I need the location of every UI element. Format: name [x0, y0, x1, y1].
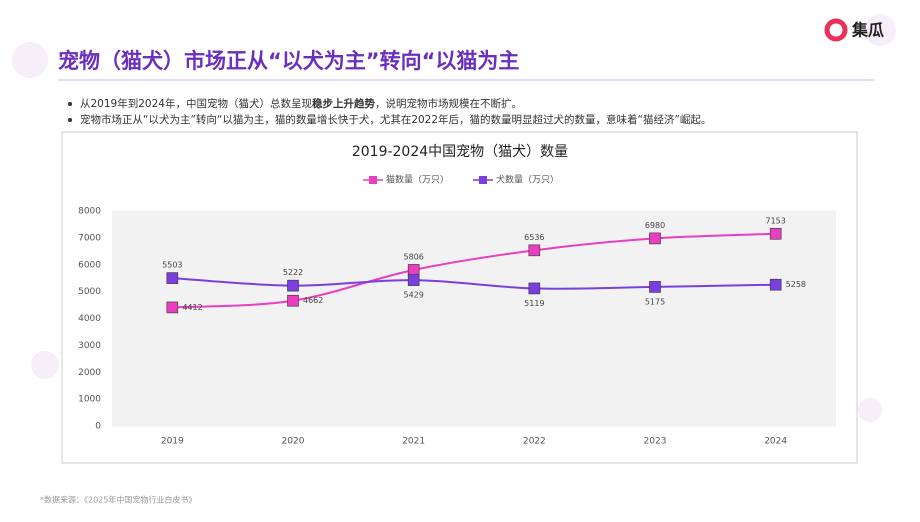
- bullet-dot: [68, 102, 72, 106]
- series-line: [172, 277, 776, 290]
- bullet-text: 从2019年到2024年，中国宠物（猫犬）总数呈现: [80, 97, 312, 110]
- data-label: 5503: [162, 261, 182, 270]
- chart-title: 2019-2024中国宠物（猫犬）数量: [352, 144, 568, 160]
- data-label: 5119: [524, 299, 544, 308]
- x-tick-label: 2024: [764, 437, 787, 447]
- data-label: 7153: [765, 216, 785, 225]
- y-tick-label: 6000: [78, 260, 101, 270]
- decoration: [12, 14, 896, 422]
- y-tick-label: 5000: [78, 287, 101, 297]
- x-tick-label: 2020: [282, 437, 305, 447]
- data-label: 6536: [524, 233, 544, 242]
- legend-marker: [479, 176, 487, 184]
- point: [407, 274, 420, 286]
- bullet: 从2019年到2024年，中国宠物（猫犬）总数呈现稳步上升趋势，说明宠物市场规模…: [80, 97, 522, 110]
- y-tick-label: 4000: [78, 314, 101, 324]
- legend-label: 猫数量（万只）: [386, 174, 449, 186]
- data-label: 5429: [403, 291, 423, 300]
- point: [287, 294, 299, 307]
- source: *数据来源：《2025年中国宠物行业白皮书》: [40, 495, 196, 505]
- data-label: 4662: [303, 296, 323, 305]
- data-label: 5222: [283, 268, 303, 277]
- logo-text: 集瓜: [851, 21, 884, 40]
- x-tick-label: 2022: [523, 437, 546, 447]
- legend-label: 犬数量（万只）: [496, 174, 559, 186]
- data-label: 5258: [786, 280, 806, 289]
- x-tick-label: 2023: [644, 437, 667, 447]
- point: [769, 278, 782, 291]
- bullet: 宠物市场正从“以犬为主”转向“以猫为主，猫的数量增长快于犬，尤其在2022年后，…: [80, 113, 711, 126]
- y-tick-label: 1000: [78, 395, 101, 405]
- legend-marker: [369, 176, 377, 184]
- point: [166, 272, 179, 284]
- data-label: 6980: [645, 221, 665, 230]
- y-tick-label: 0: [95, 422, 101, 432]
- point: [649, 281, 661, 293]
- point: [769, 227, 782, 240]
- point: [528, 244, 541, 257]
- data-label: 5175: [645, 297, 665, 306]
- point: [287, 279, 299, 292]
- point: [528, 282, 541, 295]
- point: [649, 232, 661, 245]
- data-label: 4412: [182, 303, 202, 312]
- y-tick-label: 3000: [78, 341, 101, 351]
- logo-icon: [824, 18, 848, 42]
- y-tick-label: 2000: [78, 368, 101, 378]
- y-tick-label: 7000: [78, 233, 101, 243]
- point: [407, 264, 420, 276]
- page-title: 宠物（猫犬）市场正从“以犬为主”转向“以猫为主: [58, 49, 519, 73]
- chart: 0 1000 2000 3000 4000 5000 6000 7000 8000 2019 202…: [78, 174, 836, 447]
- x-tick-label: 2019: [161, 437, 184, 447]
- point: [166, 301, 179, 314]
- x-tick-label: 2021: [402, 437, 425, 447]
- data-label: 5806: [403, 252, 423, 261]
- bullet-dot: [68, 118, 72, 122]
- bullet-text: ，说明宠物市场规模在不断扩。: [375, 97, 522, 110]
- y-tick-label: 8000: [78, 207, 101, 217]
- bullet-bold: 稳步上升趋势: [312, 97, 375, 110]
